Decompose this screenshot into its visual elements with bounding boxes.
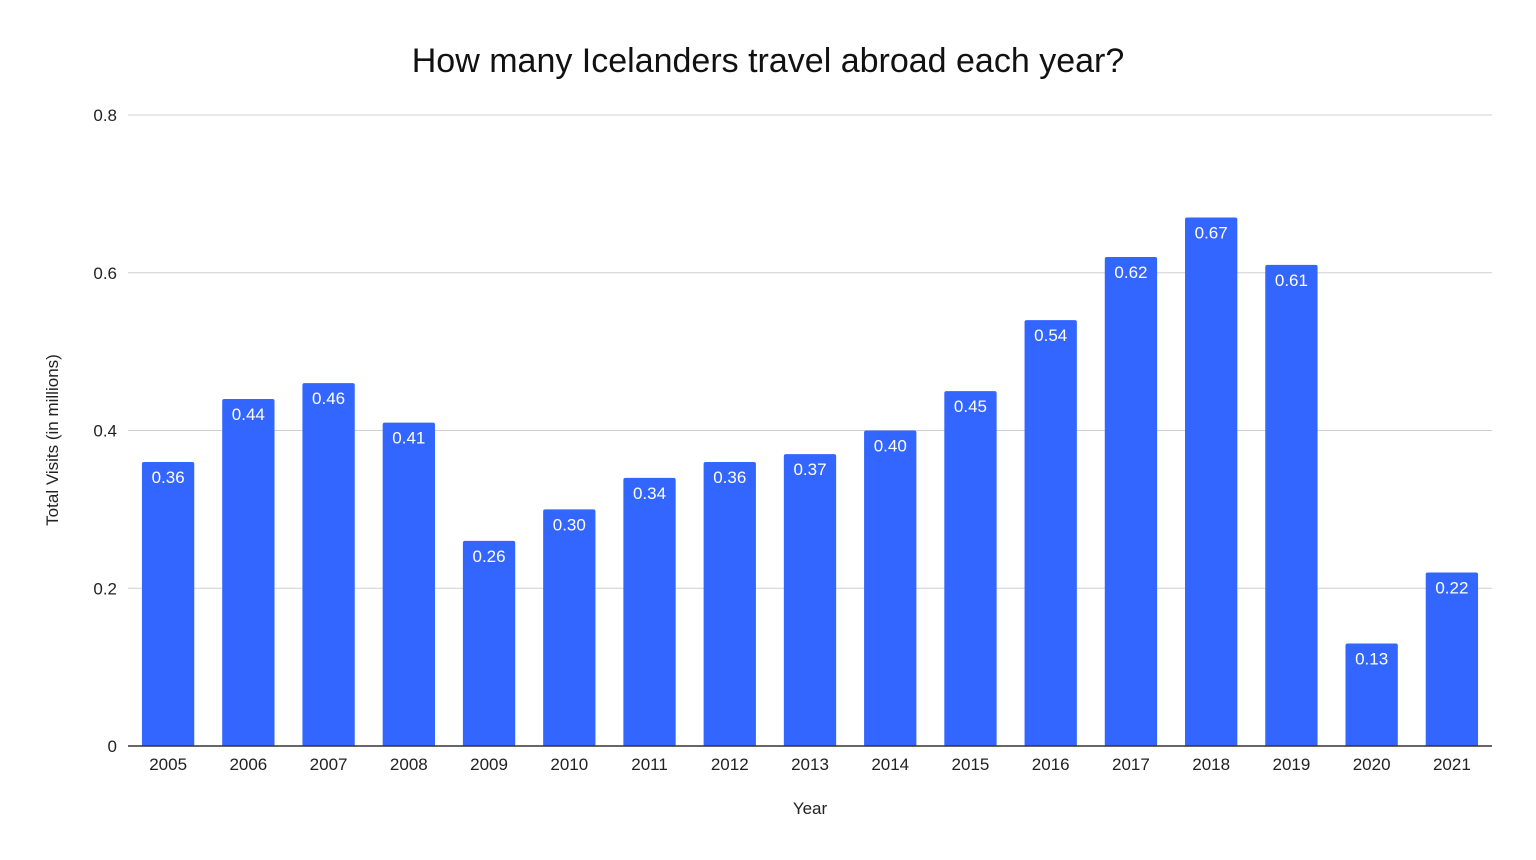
x-tick-label: 2011 — [631, 755, 668, 774]
y-axis-ticks: 0 0.2 0.4 0.6 0.8 — [93, 106, 117, 756]
bar-2011 — [623, 477, 676, 746]
data-label-2020: 0.13 — [1355, 649, 1388, 668]
bar-2009 — [462, 540, 516, 746]
data-label-2005: 0.36 — [152, 468, 185, 487]
bar-2021 — [1425, 572, 1479, 746]
x-tick-label: 2005 — [149, 755, 187, 774]
data-label-2008: 0.41 — [392, 429, 425, 448]
data-label-2013: 0.37 — [793, 460, 826, 479]
x-tick-label: 2012 — [711, 755, 749, 774]
bar-2018 — [1185, 217, 1238, 747]
data-label-2014: 0.40 — [874, 437, 907, 456]
data-label-2011: 0.34 — [633, 484, 666, 503]
y-tick-label: 0.4 — [93, 422, 117, 441]
bar-2014 — [864, 430, 917, 746]
y-tick-label: 0.2 — [93, 579, 117, 598]
bar-2012 — [703, 462, 756, 746]
data-label-2007: 0.46 — [312, 389, 345, 408]
x-tick-label: 2020 — [1353, 755, 1391, 774]
x-tick-label: 2015 — [952, 755, 990, 774]
bar-2016 — [1024, 320, 1077, 746]
data-label-2015: 0.45 — [954, 397, 987, 416]
data-label-2017: 0.62 — [1114, 263, 1147, 282]
bar-2020 — [1345, 643, 1398, 746]
data-label-2010: 0.30 — [553, 515, 586, 534]
x-tick-label: 2006 — [229, 755, 267, 774]
x-tick-label: 2018 — [1192, 755, 1230, 774]
x-tick-label: 2021 — [1433, 755, 1471, 774]
y-tick-label: 0.6 — [93, 264, 117, 283]
data-labels: 0.36 0.44 0.46 0.41 0.26 0.30 0.34 0.36 0.37 0.40… — [152, 224, 1469, 669]
bar-2017 — [1104, 256, 1158, 746]
bar-2006 — [222, 398, 275, 746]
y-tick-label: 0.8 — [93, 106, 117, 125]
data-label-2009: 0.26 — [473, 547, 506, 566]
x-tick-label: 2007 — [310, 755, 348, 774]
bar-2015 — [944, 391, 997, 746]
x-tick-label: 2016 — [1032, 755, 1070, 774]
bar-2010 — [543, 509, 596, 746]
x-tick-label: 2008 — [390, 755, 428, 774]
data-label-2012: 0.36 — [713, 468, 746, 487]
data-label-2019: 0.61 — [1275, 271, 1308, 290]
bar-2008 — [382, 422, 435, 746]
y-tick-label: 0 — [108, 737, 117, 756]
data-label-2006: 0.44 — [232, 405, 265, 424]
data-label-2016: 0.54 — [1034, 326, 1067, 345]
bars — [141, 217, 1479, 747]
x-tick-label: 2014 — [871, 755, 909, 774]
x-tick-label: 2010 — [550, 755, 588, 774]
x-tick-label: 2019 — [1272, 755, 1310, 774]
bar-2005 — [141, 462, 195, 746]
y-axis-title: Total Visits (in millions) — [43, 354, 62, 526]
data-label-2018: 0.67 — [1195, 224, 1228, 243]
x-axis-ticks: 2005 2006 2007 2008 2009 2010 2011 2012 2013 2014… — [149, 755, 1471, 774]
bar-2019 — [1265, 264, 1318, 746]
x-tick-label: 2009 — [470, 755, 508, 774]
x-axis-title: Year — [793, 799, 828, 818]
bar-2013 — [783, 454, 837, 746]
x-tick-label: 2013 — [791, 755, 829, 774]
chart-title: How many Icelanders travel abroad each y… — [412, 42, 1125, 80]
x-tick-label: 2017 — [1112, 755, 1150, 774]
data-label-2021: 0.22 — [1435, 578, 1468, 597]
bar-2007 — [302, 383, 355, 746]
